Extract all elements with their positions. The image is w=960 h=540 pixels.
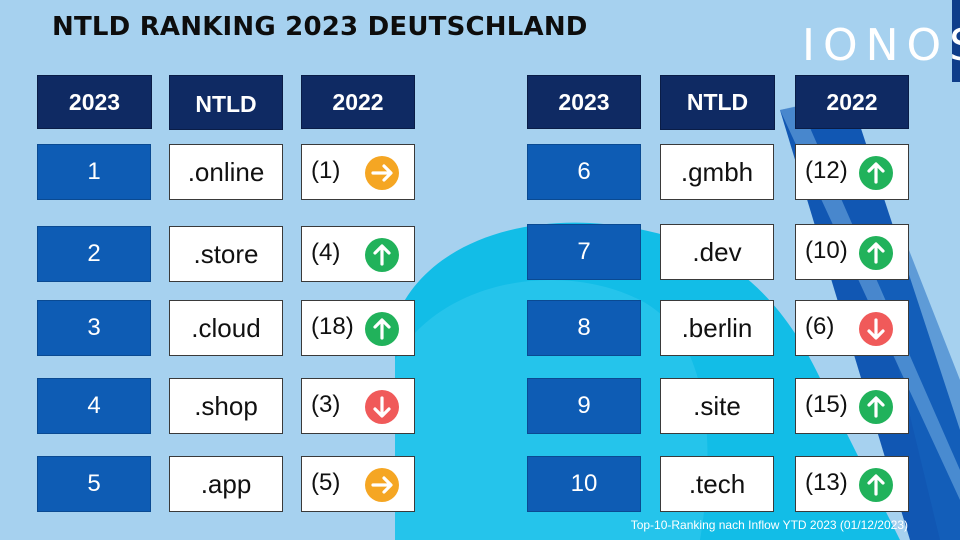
rank-value: 8	[577, 314, 591, 341]
previous-rank-value: (18)	[311, 313, 354, 340]
previous-rank-cell: (5)	[301, 456, 415, 512]
rank-cell: 6	[527, 144, 641, 200]
ntld-cell: .tech	[660, 456, 774, 512]
previous-rank-cell: (1)	[301, 144, 415, 200]
trend-up-arrow-icon	[859, 468, 893, 502]
ntld-cell: .cloud	[169, 300, 283, 356]
rank-value: 10	[570, 470, 598, 497]
ntld-cell: .store	[169, 226, 283, 282]
rank-cell: 9	[527, 378, 641, 434]
ionos-logo: IONOS	[802, 20, 960, 71]
header-year-previous-right: 2022	[795, 75, 909, 129]
previous-rank-value: (12)	[805, 157, 848, 184]
rank-value: 9	[577, 392, 591, 419]
ntld-value: .gmbh	[680, 156, 754, 187]
previous-rank-value: (5)	[311, 469, 341, 496]
rank-cell: 7	[527, 224, 641, 280]
previous-rank-value: (3)	[311, 391, 341, 418]
trend-down-arrow-icon	[859, 312, 893, 346]
previous-rank-cell: (6)	[795, 300, 909, 356]
previous-rank-cell: (4)	[301, 226, 415, 282]
previous-rank-value: (10)	[805, 237, 848, 264]
rank-cell: 10	[527, 456, 641, 512]
ntld-value: .cloud	[191, 312, 261, 343]
ntld-value: .app	[200, 468, 252, 499]
ntld-cell: .online	[169, 144, 283, 200]
previous-rank-cell: (13)	[795, 456, 909, 512]
rank-value: 1	[87, 158, 101, 185]
rank-cell: 8	[527, 300, 641, 356]
ntld-value: .shop	[194, 390, 258, 421]
ntld-value: .dev	[692, 236, 742, 267]
header-label: 2023	[68, 88, 121, 115]
rank-value: 4	[87, 392, 101, 419]
ntld-cell: .dev	[660, 224, 774, 280]
header-label: NTLD	[686, 89, 749, 115]
previous-rank-value: (4)	[311, 239, 341, 266]
previous-rank-value: (1)	[311, 157, 341, 184]
header-year-previous-left: 2022	[301, 75, 415, 129]
trend-up-arrow-icon	[365, 238, 399, 272]
ntld-cell: .site	[660, 378, 774, 434]
header-year-current-left: 2023	[37, 75, 152, 129]
previous-rank-value: (13)	[805, 469, 848, 496]
ntld-value: .tech	[688, 468, 746, 499]
footnote: Top-10-Ranking nach Inflow YTD 2023 (01/…	[630, 518, 908, 532]
rank-value: 6	[577, 158, 591, 185]
header-ntld-left: NTLD	[169, 75, 283, 130]
previous-rank-cell: (3)	[301, 378, 415, 434]
header-label: 2022	[332, 88, 384, 115]
ntld-value: .berlin	[681, 312, 753, 343]
trend-down-arrow-icon	[365, 390, 399, 424]
ntld-cell: .berlin	[660, 300, 774, 356]
rank-value: 5	[87, 470, 101, 497]
previous-rank-value: (6)	[805, 313, 835, 340]
previous-rank-value: (15)	[805, 391, 848, 418]
trend-up-arrow-icon	[365, 312, 399, 346]
ntld-cell: .shop	[169, 378, 283, 434]
rank-value: 3	[87, 314, 101, 341]
previous-rank-cell: (18)	[301, 300, 415, 356]
header-label: 2022	[826, 88, 878, 115]
trend-up-arrow-icon	[859, 390, 893, 424]
header-label: NTLD	[195, 91, 257, 117]
header-label: 2023	[558, 88, 610, 115]
rank-cell: 3	[37, 300, 151, 356]
header-ntld-right: NTLD	[660, 75, 775, 130]
trend-right-arrow-icon	[365, 156, 399, 190]
ntld-value: .online	[187, 156, 265, 187]
rank-value: 2	[87, 240, 101, 267]
trend-right-arrow-icon	[365, 468, 399, 502]
ntld-value: .store	[193, 238, 259, 269]
trend-up-arrow-icon	[859, 156, 893, 190]
ntld-cell: .app	[169, 456, 283, 512]
previous-rank-cell: (10)	[795, 224, 909, 280]
trend-up-arrow-icon	[859, 236, 893, 270]
rank-cell: 4	[37, 378, 151, 434]
rank-value: 7	[577, 238, 591, 265]
previous-rank-cell: (15)	[795, 378, 909, 434]
header-year-current-right: 2023	[527, 75, 641, 129]
rank-cell: 5	[37, 456, 151, 512]
ntld-value: .site	[693, 390, 741, 421]
previous-rank-cell: (12)	[795, 144, 909, 200]
rank-cell: 1	[37, 144, 151, 200]
ntld-cell: .gmbh	[660, 144, 774, 200]
page-title: NTLD RANKING 2023 DEUTSCHLAND	[52, 12, 588, 42]
rank-cell: 2	[37, 226, 151, 282]
